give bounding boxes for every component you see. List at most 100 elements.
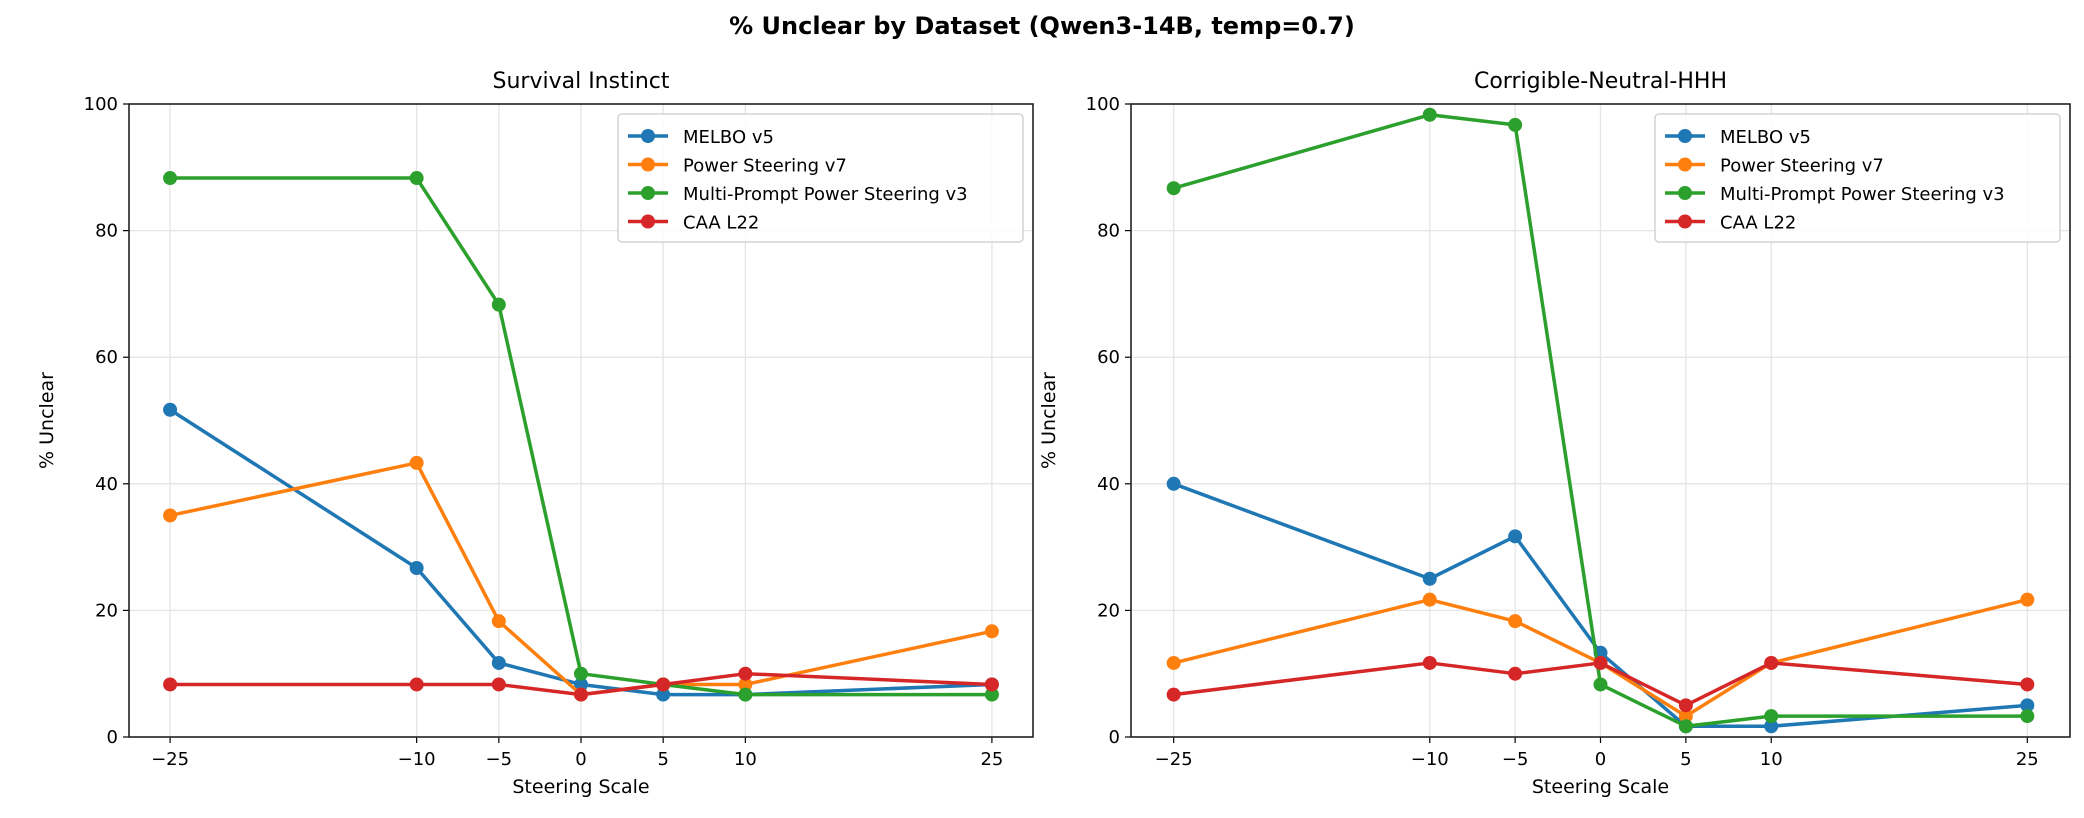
data-point xyxy=(491,677,506,692)
legend-label: Multi-Prompt Power Steering v3 xyxy=(1720,184,2005,205)
data-point xyxy=(2020,709,2035,724)
data-point xyxy=(491,297,506,312)
legend-marker xyxy=(641,157,655,172)
legend: MELBO v5 Power Steering v7 Multi-Prompt Po… xyxy=(1654,113,2061,243)
x-tick-label: −5 xyxy=(1502,749,1529,770)
data-point xyxy=(163,508,178,523)
subplot-survival-instinct: −25 −10 −5 0 5 10 25 0 20 40 60 80 100 Survival Insti… xyxy=(36,69,1034,798)
data-point xyxy=(1508,117,1523,132)
x-axis-label: Steering Scale xyxy=(512,776,649,798)
legend-box xyxy=(1654,113,2061,243)
y-tick-label: 20 xyxy=(95,600,118,621)
x-tick-label: −10 xyxy=(1411,749,1449,770)
data-point xyxy=(738,687,753,702)
data-point xyxy=(656,687,671,702)
data-point xyxy=(738,677,753,692)
legend-label: CAA L22 xyxy=(1720,213,1796,234)
data-point xyxy=(1422,655,1437,670)
y-tick-label: 40 xyxy=(95,474,118,495)
data-point xyxy=(1764,719,1779,734)
data-point xyxy=(1593,655,1608,670)
x-tick-label: 25 xyxy=(2016,749,2039,770)
data-point xyxy=(984,687,999,702)
legend-label: Power Steering v7 xyxy=(1720,156,1884,177)
data-point xyxy=(1508,614,1523,629)
y-tick-label: 0 xyxy=(107,727,118,748)
data-point xyxy=(163,171,178,186)
data-point xyxy=(491,614,506,629)
y-tick-label: 60 xyxy=(1097,347,1120,368)
data-point xyxy=(1166,476,1181,491)
data-point xyxy=(409,677,424,692)
x-tick-label: 0 xyxy=(575,749,586,770)
legend-box xyxy=(617,113,1024,243)
legend-marker xyxy=(1678,214,1692,229)
y-tick-label: 100 xyxy=(84,94,118,115)
y-tick-label: 0 xyxy=(1109,727,1120,748)
y-axis-label: % Unclear xyxy=(1038,372,1060,469)
y-tick-label: 40 xyxy=(1097,474,1120,495)
data-point xyxy=(656,677,671,692)
y-tick-label: 100 xyxy=(1086,94,1120,115)
data-point xyxy=(574,666,588,681)
x-tick-label: 5 xyxy=(1680,749,1691,770)
data-point xyxy=(738,666,753,681)
data-point xyxy=(2020,698,2035,713)
data-point xyxy=(1508,666,1523,681)
legend-label: MELBO v5 xyxy=(683,127,774,148)
suptitle: % Unclear by Dataset (Qwen3-14B, temp=0.… xyxy=(729,12,1355,40)
data-point xyxy=(163,677,178,692)
x-tick-label: −10 xyxy=(398,749,436,770)
data-point xyxy=(1593,677,1608,692)
legend-label: CAA L22 xyxy=(683,213,759,234)
data-point xyxy=(984,677,999,692)
legend-marker xyxy=(641,129,655,143)
y-axis-label: % Unclear xyxy=(36,372,58,469)
data-point xyxy=(1764,655,1779,670)
data-point xyxy=(1678,719,1693,734)
data-point xyxy=(163,402,178,417)
axes-frame xyxy=(128,103,1034,738)
legend-marker xyxy=(641,186,655,200)
x-tick-label: 0 xyxy=(1595,749,1606,770)
data-point xyxy=(1678,698,1693,713)
subplot-corrigible-neutral-hhh: −25 −10 −5 0 5 10 25 0 20 40 60 80 100 Corrigible-Neu… xyxy=(1038,69,2071,798)
data-point xyxy=(1422,571,1437,586)
data-point xyxy=(984,624,999,639)
y-tick-label: 60 xyxy=(95,347,118,368)
y-tick-label: 20 xyxy=(1097,600,1120,621)
axes-frame xyxy=(1130,103,2071,738)
x-tick-label: 25 xyxy=(980,749,1003,770)
x-axis-label: Steering Scale xyxy=(1532,776,1669,798)
subplot-title: Corrigible-Neutral-HHH xyxy=(1474,69,1727,94)
y-tick-label: 80 xyxy=(1097,221,1120,242)
legend-marker xyxy=(641,214,655,229)
data-point xyxy=(409,455,424,470)
data-point xyxy=(1166,181,1181,196)
x-tick-label: 10 xyxy=(734,749,757,770)
subplot-title: Survival Instinct xyxy=(493,69,670,94)
legend-label: Multi-Prompt Power Steering v3 xyxy=(683,184,968,205)
legend-marker xyxy=(1678,129,1692,143)
data-point xyxy=(1764,709,1779,724)
data-point xyxy=(574,687,588,702)
y-tick-label: 80 xyxy=(95,221,118,242)
legend-label: Power Steering v7 xyxy=(683,156,847,177)
legend: MELBO v5 Power Steering v7 Multi-Prompt Po… xyxy=(617,113,1024,243)
data-point xyxy=(409,560,424,575)
legend-marker xyxy=(1678,186,1692,200)
x-tick-label: −25 xyxy=(1155,749,1193,770)
data-point xyxy=(574,677,588,692)
data-point xyxy=(2020,592,2035,607)
x-tick-label: 10 xyxy=(1760,749,1783,770)
data-point xyxy=(1166,655,1181,670)
data-point xyxy=(1422,107,1437,122)
x-tick-label: −25 xyxy=(151,749,189,770)
data-point xyxy=(1166,687,1181,702)
data-point xyxy=(409,171,424,186)
legend-marker xyxy=(1678,157,1692,172)
data-point xyxy=(491,655,506,670)
data-point xyxy=(1508,529,1523,544)
x-tick-label: −5 xyxy=(486,749,513,770)
data-point xyxy=(1678,709,1693,724)
